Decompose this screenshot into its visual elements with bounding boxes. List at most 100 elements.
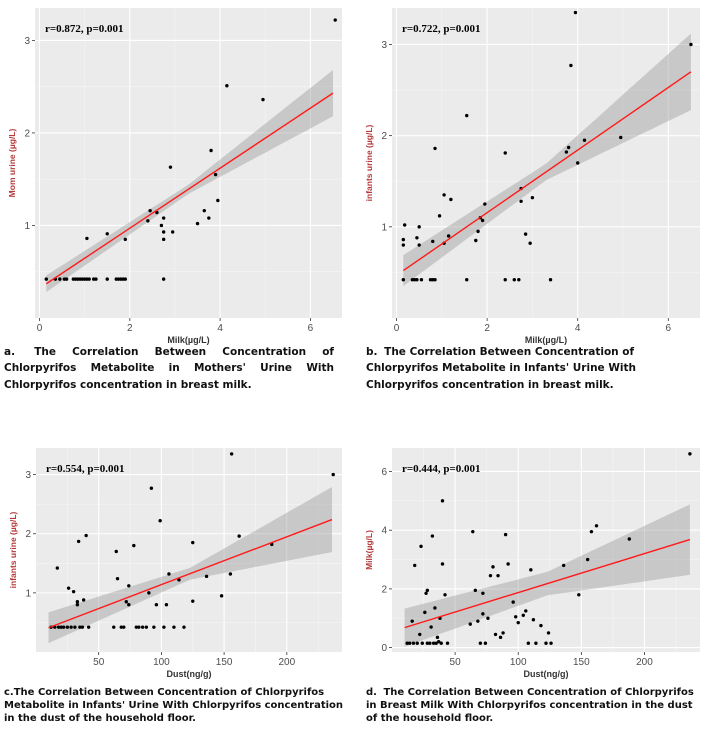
data-point — [516, 620, 520, 625]
data-point — [576, 161, 580, 165]
data-point — [78, 625, 82, 629]
data-point — [69, 625, 73, 629]
data-point — [514, 615, 518, 619]
data-point — [44, 277, 48, 281]
data-point — [449, 197, 453, 202]
data-point — [503, 151, 507, 155]
data-point — [137, 625, 141, 629]
data-point — [417, 225, 421, 229]
caption-c-tag: c. — [4, 687, 14, 698]
data-point — [488, 573, 493, 578]
data-point — [161, 216, 166, 220]
data-point — [75, 600, 80, 604]
data-point — [486, 616, 490, 620]
data-point — [87, 277, 91, 281]
data-point — [134, 625, 139, 629]
data-point — [168, 165, 173, 169]
data-point — [435, 635, 440, 640]
data-point — [80, 625, 85, 629]
data-point — [589, 529, 594, 534]
data-point — [619, 135, 623, 140]
data-point — [213, 172, 218, 177]
caption-d-text: The Correlation Between Concentration of… — [366, 687, 694, 724]
plot-background — [392, 8, 700, 318]
data-point — [105, 277, 109, 281]
data-point — [530, 195, 535, 200]
data-point — [147, 591, 151, 595]
data-point — [582, 138, 587, 142]
y-tick-label: 2 — [24, 128, 30, 139]
data-point — [440, 562, 445, 566]
data-point — [229, 452, 234, 456]
data-point — [465, 278, 469, 282]
data-point — [425, 588, 430, 593]
data-point — [237, 534, 241, 538]
data-point — [528, 241, 532, 245]
data-point — [481, 612, 485, 616]
data-point — [402, 223, 407, 227]
data-point — [161, 277, 166, 281]
data-point — [216, 198, 220, 203]
data-point — [127, 584, 131, 588]
data-point — [561, 563, 566, 568]
data-point — [225, 84, 229, 88]
chart-panel-c: 50 100 150 200 1 2 3 r=0.554, p=0.001 Dust(ng/g)… — [0, 440, 354, 680]
data-point — [564, 150, 569, 154]
y-axis-title: infants urine (µg/L) — [8, 511, 18, 588]
data-point — [114, 549, 118, 554]
correlation-annotation: r=0.872, p=0.001 — [45, 23, 124, 35]
data-point — [539, 623, 543, 628]
regression-line — [45, 92, 334, 285]
data-point — [86, 625, 91, 629]
data-point — [481, 591, 485, 595]
data-point — [496, 573, 500, 578]
correlation-annotation: r=0.444, p=0.001 — [402, 463, 481, 475]
data-point — [418, 632, 422, 637]
data-point — [58, 277, 62, 281]
data-point — [84, 533, 88, 538]
data-point — [483, 202, 487, 206]
x-tick-label: 150 — [216, 657, 233, 668]
data-point — [493, 632, 498, 637]
y-tick-label: 3 — [24, 36, 30, 47]
data-point — [483, 641, 488, 645]
y-tick-label: 4 — [381, 526, 387, 537]
confidence-band — [48, 487, 332, 644]
y-axis-title: Milk(µg/L) — [364, 530, 374, 570]
data-point — [480, 218, 485, 223]
y-tick-label: 2 — [381, 584, 387, 595]
regression-line — [402, 71, 692, 272]
data-point — [442, 193, 446, 197]
data-point — [413, 563, 417, 568]
x-axis-title: Dust(ng/g) — [524, 669, 569, 679]
data-point — [71, 589, 76, 594]
data-point — [491, 565, 495, 569]
data-point — [549, 641, 553, 645]
x-tick-label: 4 — [217, 323, 223, 334]
data-point — [94, 277, 98, 281]
caption-a-tag: a. — [4, 346, 16, 358]
data-point — [519, 199, 523, 203]
data-point — [544, 641, 548, 645]
data-point — [433, 146, 437, 151]
data-point — [161, 237, 166, 242]
data-point — [506, 562, 510, 566]
data-point — [465, 113, 469, 118]
data-point — [261, 97, 265, 102]
data-point — [523, 232, 528, 236]
data-point — [569, 63, 573, 68]
y-tick-label: 3 — [25, 470, 31, 481]
data-point — [415, 236, 419, 240]
data-point — [546, 631, 551, 635]
data-point — [577, 593, 581, 597]
data-point — [162, 625, 166, 629]
data-point — [73, 625, 77, 629]
x-tick-label: 6 — [666, 323, 672, 334]
data-point — [478, 641, 483, 645]
data-point — [148, 208, 152, 213]
data-point — [172, 625, 176, 629]
data-point — [191, 599, 195, 603]
data-point — [207, 216, 211, 220]
caption-b: b. The Correlation Between Concentration… — [366, 344, 702, 393]
data-point — [164, 602, 169, 607]
